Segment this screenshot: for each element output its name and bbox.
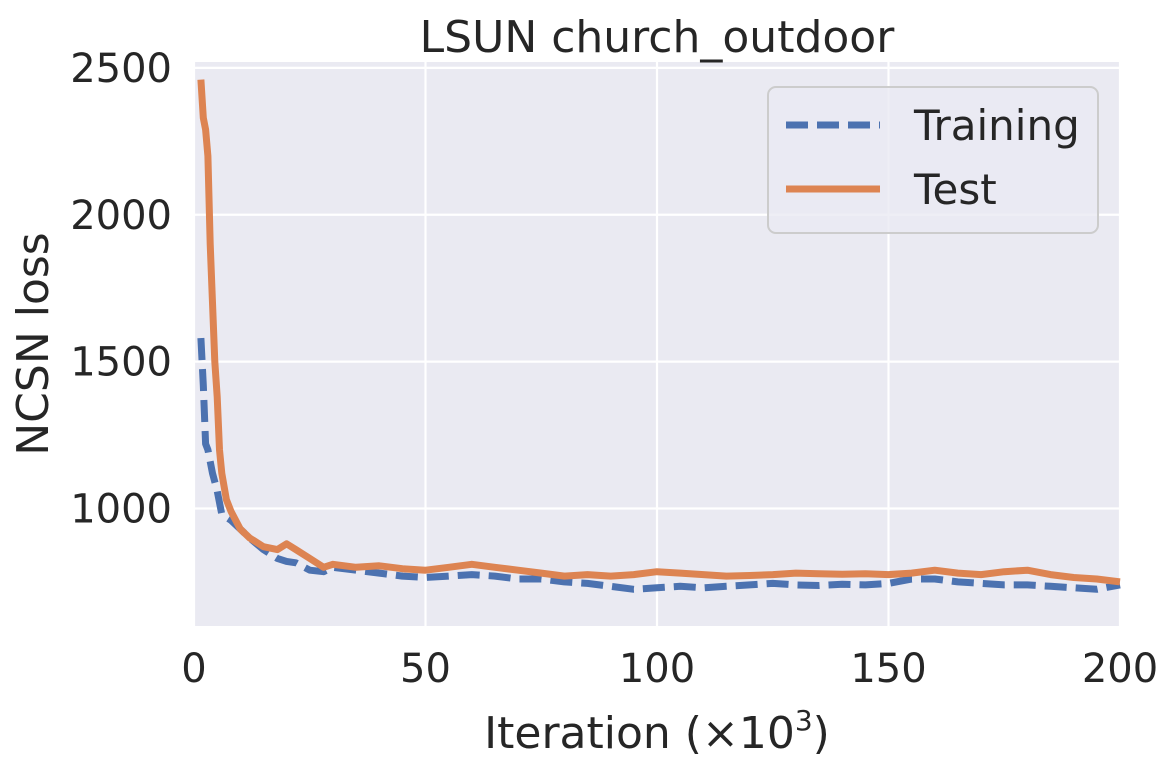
- legend-label-test: Test: [913, 165, 997, 214]
- y-axis-label: NCSN loss: [8, 232, 59, 455]
- x-axis-label: Iteration (×103): [484, 704, 830, 759]
- legend-label-training: Training: [913, 101, 1080, 150]
- y-tick-label: 2000: [70, 193, 172, 239]
- legend: Training Test: [767, 86, 1099, 234]
- series-line-test: [197, 79, 1121, 586]
- chart-title: LSUN church_outdoor: [420, 12, 896, 63]
- x-tick-label: 150: [850, 646, 926, 692]
- x-axis-label-exponent: 3: [795, 704, 813, 737]
- x-axis-label-main: Iteration (×10: [484, 708, 795, 759]
- y-tick-label: 2500: [70, 46, 172, 92]
- x-axis-label-close: ): [813, 708, 830, 759]
- y-tick-label: 1000: [70, 487, 172, 533]
- x-tick-label: 100: [619, 646, 695, 692]
- x-tick-label: 0: [181, 646, 206, 692]
- x-tick-label: 200: [1082, 646, 1158, 692]
- y-tick-label: 1500: [70, 340, 172, 386]
- x-tick-label: 50: [400, 646, 451, 692]
